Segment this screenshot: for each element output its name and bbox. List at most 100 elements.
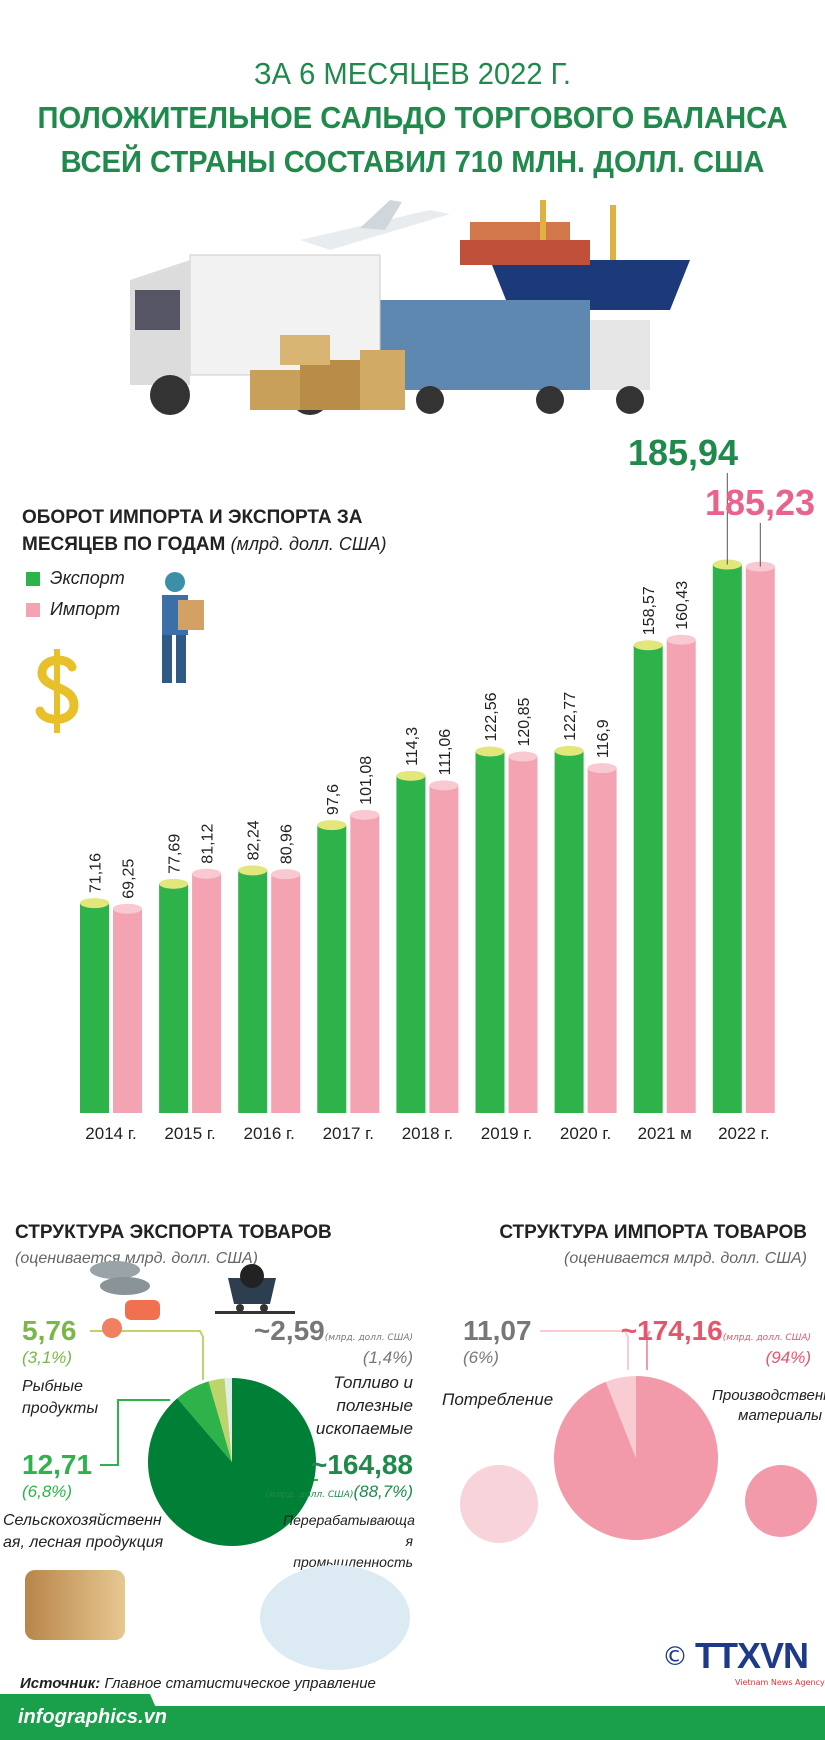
site-link[interactable]: infographics.vn (18, 1706, 167, 1728)
export-pie-slice (177, 1381, 232, 1462)
source: Источник: Главное статистическое управле… (20, 1675, 376, 1692)
bar-cap (159, 878, 189, 889)
export-structure-subtitle: (оценивается млрд. долл. США) (15, 1250, 258, 1267)
bar-cap (745, 561, 775, 572)
bar-export (238, 870, 268, 1113)
logistics-illustration (130, 200, 690, 415)
bar-import (587, 768, 617, 1113)
consumption-label: Потребление (442, 1390, 554, 1409)
bar-cap (350, 809, 380, 820)
bar-import (113, 908, 142, 1113)
bar-cap (271, 869, 301, 880)
fish-icon (90, 1261, 160, 1338)
bar-value-label: 160,43 (674, 581, 691, 630)
bar-cap (587, 763, 617, 774)
legend-swatch (26, 602, 40, 617)
pie-charts (90, 1261, 718, 1546)
bar-import (745, 566, 775, 1113)
bar-export (712, 564, 742, 1113)
fuel-pct: (1,4%) (362, 1348, 413, 1367)
x-tick-label: 2020 г. (560, 1124, 611, 1143)
bar-cap (238, 865, 268, 876)
manufacturing-pct-group: (млрд. долл. США)(88,7%) (265, 1482, 413, 1501)
bar-value-label: 97,6 (325, 784, 342, 815)
fish-label: Рыбные продукты (22, 1378, 99, 1417)
materials-value-group: ~174,16(млрд. долл. США) (620, 1315, 811, 1346)
page-title: ЗА 6 МЕСЯЦЕВ 2022 Г. ПОЛОЖИТЕЛЬНОЕ САЛЬД… (37, 56, 788, 179)
import-structure-title: СТРУКТУРА ИМПОРТА ТОВАРОВ (499, 1222, 807, 1243)
bar-value-label: 81,12 (200, 824, 217, 864)
import-pie-slice (605, 1376, 636, 1458)
fuel-value-group: ~2,59(млрд. долл. США) (253, 1315, 413, 1346)
bar-value-label: 158,57 (641, 586, 658, 635)
industry-icon (260, 1565, 410, 1670)
manufacturing-value-group: ~164,88 (311, 1449, 413, 1480)
bar-export (554, 750, 584, 1113)
dollar-icon (35, 649, 79, 733)
bar-import (271, 874, 301, 1113)
fish-leader-line (90, 1330, 204, 1380)
export-structure-title: СТРУКТУРА ЭКСПОРТА ТОВАРОВ (15, 1222, 332, 1243)
materials-icon (745, 1465, 817, 1537)
bar-cap (508, 751, 538, 762)
bar-value-label: 116,9 (595, 719, 612, 758)
leader-lines (90, 1330, 651, 1481)
bar-import (350, 814, 380, 1113)
bar-cap (429, 780, 459, 791)
consumption-leader-line (540, 1330, 629, 1370)
fuel-label: Топливо и полезные ископаемые (315, 1373, 413, 1438)
bar-value-label: 101,08 (358, 756, 375, 805)
bar-cap (192, 868, 222, 879)
x-tick-label: 2022 г. (718, 1124, 769, 1143)
bar-export (396, 775, 426, 1113)
x-tick-label: 2021 м (638, 1124, 692, 1143)
consumption-value: 11,07 (463, 1315, 532, 1346)
worker-icon (162, 572, 204, 683)
export-pie-slice (224, 1378, 232, 1462)
x-tick-label: 2018 г. (402, 1124, 453, 1143)
bar-value-label: 114,3 (404, 727, 421, 766)
consumption-pct: (6%) (463, 1348, 499, 1367)
agri-label: Сельскохозяйственн ая, лесная продукция (3, 1512, 164, 1551)
bar-export (80, 903, 109, 1113)
bar-value-label: 122,77 (562, 692, 579, 741)
fish-pct: (3,1%) (22, 1348, 73, 1367)
airplane-icon (300, 200, 450, 250)
agri-pct: (6,8%) (22, 1482, 73, 1501)
bar-cap (475, 746, 505, 757)
bar-export (159, 883, 189, 1113)
bar-export (317, 825, 347, 1113)
boxes-icon (250, 335, 405, 410)
import-structure-subtitle: (оценивается млрд. долл. США) (564, 1250, 807, 1267)
bar-cap (113, 903, 142, 914)
legend-import: Импорт (26, 599, 120, 620)
chart-title: ОБОРОТ ИМПОРТА И ЭКСПОРТА ЗА МЕСЯЦЕВ ПО … (22, 507, 387, 555)
bar-cap (80, 898, 109, 909)
container-truck-icon (380, 300, 650, 414)
bar-cap (666, 634, 696, 645)
bar-value-label: 120,85 (516, 697, 533, 746)
bar-import (192, 873, 222, 1113)
manufacturing-label: Перерабатывающа я промышленность (283, 1512, 415, 1570)
legend-swatch (26, 571, 40, 586)
bar-value-label: 71,16 (88, 853, 105, 893)
bar-import (666, 639, 696, 1113)
export-pie-slice (208, 1378, 232, 1462)
x-tick-label: 2014 г. (85, 1124, 136, 1143)
materials-label: Производственные материалы (712, 1387, 825, 1424)
copyright-icon: © (662, 1642, 688, 1672)
ttxvn-logo: TTXVN (695, 1635, 809, 1676)
bar-value-label-large: 185,23 (705, 482, 815, 523)
ttxvn-logo-sub: Vietnam News Agency (735, 1678, 825, 1687)
bar-value-label-large: 185,94 (628, 432, 738, 473)
shopping-cart-icon (460, 1465, 538, 1543)
wood-rice-icon (25, 1570, 125, 1640)
bar-value-label: 122,56 (483, 692, 500, 741)
coal-cart-icon (215, 1264, 295, 1314)
fish-value: 5,76 (22, 1315, 77, 1346)
materials-leader-line (646, 1330, 651, 1370)
bar-import (429, 785, 459, 1113)
bar-export (475, 751, 505, 1113)
bar-value-label: 77,69 (167, 834, 184, 874)
x-tick-label: 2017 г. (323, 1124, 374, 1143)
